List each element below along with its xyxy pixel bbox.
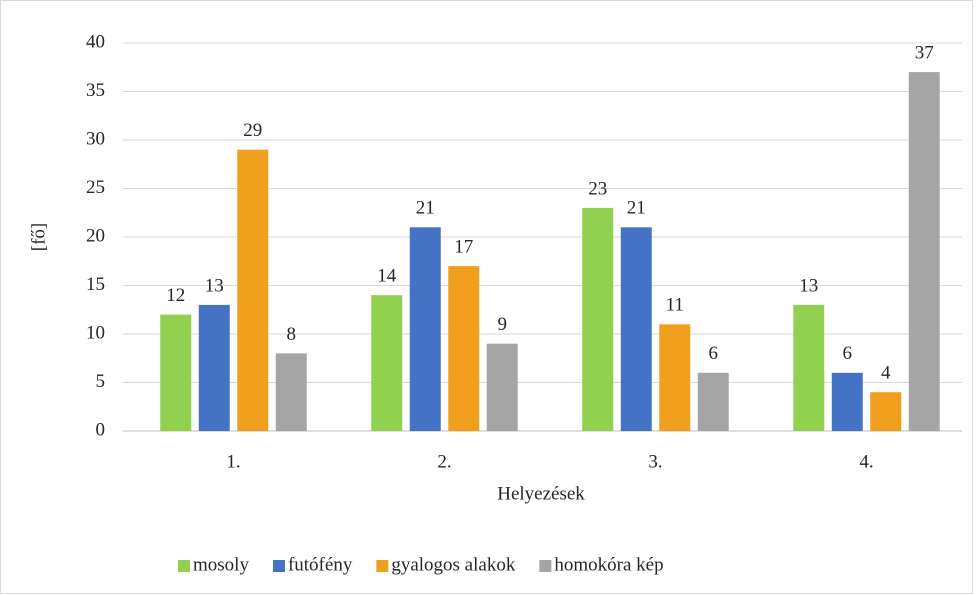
x-tick-label: 3. <box>648 451 662 472</box>
bar <box>198 304 230 431</box>
bar <box>160 314 192 431</box>
data-label: 6 <box>709 343 719 364</box>
data-label: 37 <box>915 42 934 63</box>
data-label: 23 <box>588 178 607 199</box>
y-axis-label: [fő] <box>28 223 49 251</box>
y-tick-label: 0 <box>96 419 106 440</box>
data-label: 13 <box>799 275 818 296</box>
data-label: 17 <box>454 236 473 257</box>
data-label: 12 <box>166 285 185 306</box>
y-tick-label: 35 <box>86 80 105 101</box>
x-axis-label: Helyezések <box>497 483 585 504</box>
bar <box>620 227 652 431</box>
data-label: 9 <box>498 314 508 335</box>
x-tick-label: 4. <box>859 451 873 472</box>
bar <box>831 372 863 431</box>
bar <box>409 227 441 431</box>
bar <box>448 266 480 431</box>
bar <box>237 149 269 431</box>
data-label: 8 <box>287 324 297 345</box>
y-tick-label: 30 <box>86 128 105 149</box>
legend-label: homokóra kép <box>554 554 663 575</box>
bar <box>371 295 403 431</box>
legend-label: mosoly <box>193 554 249 575</box>
bar <box>697 372 729 431</box>
legend-swatch <box>272 560 285 572</box>
bar <box>793 304 825 431</box>
y-tick-label: 40 <box>86 31 105 52</box>
x-tick-label: 1. <box>226 451 240 472</box>
y-tick-label: 20 <box>86 225 105 246</box>
data-label: 6 <box>843 343 853 364</box>
bar <box>870 392 902 431</box>
data-label: 14 <box>377 266 397 287</box>
y-tick-label: 5 <box>96 371 106 392</box>
data-label: 29 <box>243 120 262 141</box>
legend-swatch <box>178 560 190 572</box>
data-label: 21 <box>627 198 646 219</box>
legend-label: gyalogos alakok <box>391 554 516 575</box>
y-tick-label: 25 <box>86 177 105 198</box>
bar <box>659 324 691 431</box>
legend-label: futófény <box>288 554 353 575</box>
bar <box>582 207 614 431</box>
y-tick-label: 15 <box>86 274 105 295</box>
data-label: 13 <box>205 275 224 296</box>
data-label: 11 <box>666 295 684 316</box>
y-tick-label: 10 <box>86 322 105 343</box>
bar <box>486 343 518 431</box>
data-label: 21 <box>416 198 435 219</box>
data-label: 4 <box>881 363 891 384</box>
bar <box>275 353 307 431</box>
bar <box>908 72 940 431</box>
legend-swatch <box>539 560 552 572</box>
x-tick-label: 2. <box>437 451 451 472</box>
legend-swatch <box>376 560 389 572</box>
